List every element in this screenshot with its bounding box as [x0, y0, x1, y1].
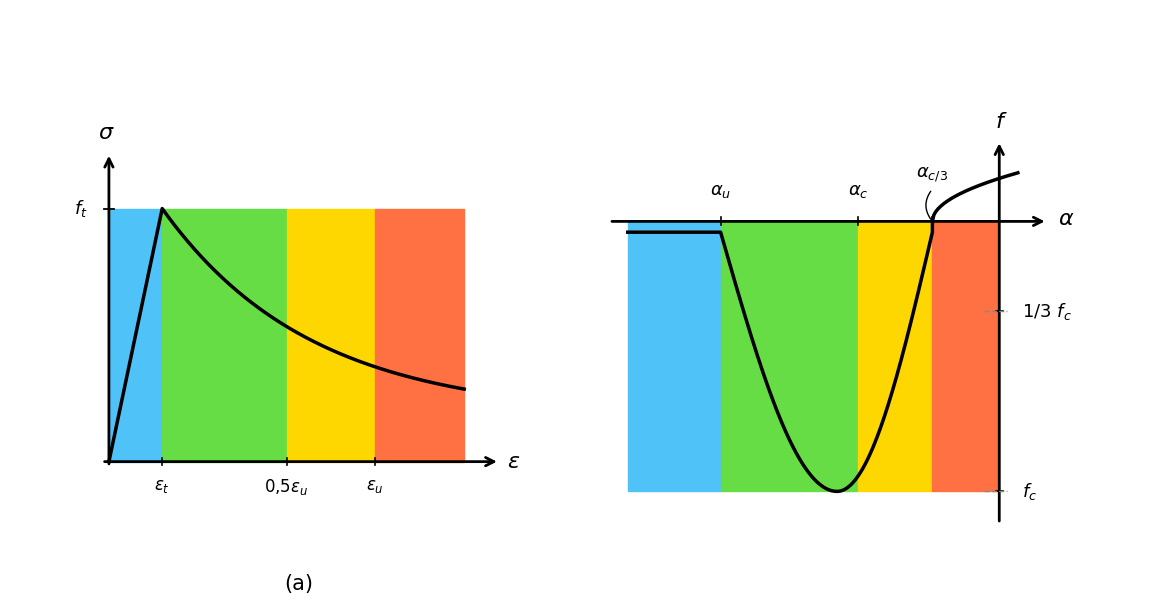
Text: f: f [995, 112, 1003, 133]
Text: ε: ε [507, 452, 519, 472]
Text: σ: σ [98, 123, 113, 143]
Bar [858, 221, 933, 491]
Text: $\alpha_{c/3}$: $\alpha_{c/3}$ [917, 165, 949, 184]
Bar [162, 209, 286, 461]
Bar [375, 209, 465, 461]
Bar [933, 221, 999, 491]
Text: (a): (a) [284, 574, 314, 594]
Text: $f_c$: $f_c$ [1021, 481, 1036, 502]
Bar [628, 221, 721, 491]
Text: $0{,}5\varepsilon_u$: $0{,}5\varepsilon_u$ [264, 477, 308, 497]
Bar [721, 221, 858, 491]
Bar [286, 209, 375, 461]
Text: α: α [1059, 209, 1073, 229]
Bar [109, 209, 162, 461]
Text: $1/3\ f_c$: $1/3\ f_c$ [1021, 301, 1072, 322]
Text: $\alpha_u$: $\alpha_u$ [710, 182, 731, 200]
Text: $f_t$: $f_t$ [74, 198, 87, 219]
Text: $\alpha_c$: $\alpha_c$ [848, 182, 868, 200]
Text: $\varepsilon_t$: $\varepsilon_t$ [154, 477, 170, 495]
Text: $\varepsilon_u$: $\varepsilon_u$ [367, 477, 384, 495]
